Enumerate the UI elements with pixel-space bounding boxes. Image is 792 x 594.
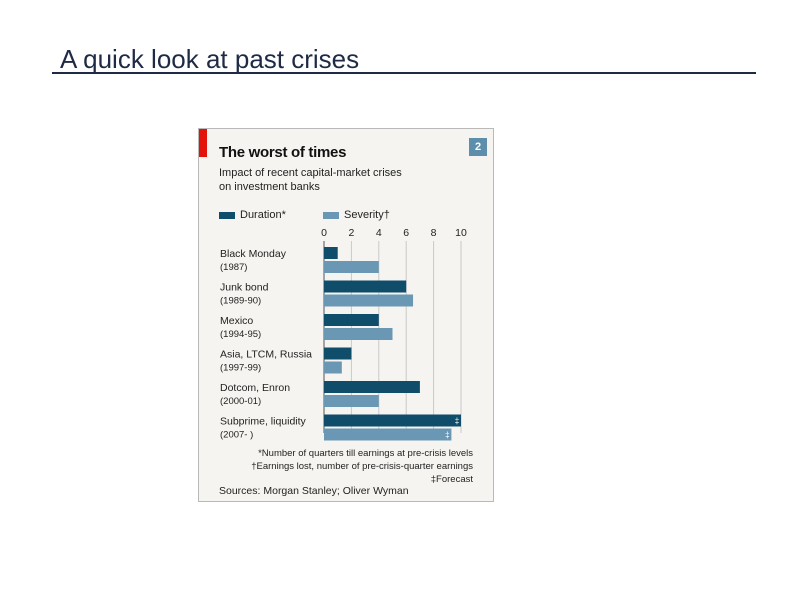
category-period: (2007- ) — [220, 430, 253, 441]
x-tick-label: 8 — [431, 227, 437, 239]
slide-title: A quick look at past crises — [60, 44, 360, 74]
category-label: Dotcom, Enron — [220, 382, 290, 394]
bar-severity — [324, 428, 452, 441]
legend-duration-label: Duration* — [240, 209, 286, 221]
category-label: Subprime, liquidity — [220, 416, 307, 428]
bar-duration — [324, 314, 379, 326]
category-label: Asia, LTCM, Russia — [220, 349, 312, 361]
category-period: (1994-95) — [220, 329, 261, 340]
category-label: Mexico — [220, 315, 253, 327]
chart-number-badge: 2 — [469, 138, 487, 156]
footnote-severity: †Earnings lost, number of pre-crisis-qua… — [251, 461, 473, 472]
brand-tab — [199, 129, 207, 157]
source-note: Sources: Morgan Stanley; Oliver Wyman — [219, 485, 409, 497]
bar-duration — [324, 280, 407, 293]
category-label: Junk bond — [220, 282, 269, 294]
bar-duration — [324, 414, 461, 427]
bar-severity — [324, 328, 393, 340]
chart-subtitle-line-1: Impact of recent capital-market crises — [219, 167, 402, 179]
legend-duration: Duration* — [219, 209, 286, 221]
legend-severity-label: Severity† — [344, 209, 390, 221]
bar-duration — [324, 381, 420, 393]
bar-duration — [324, 347, 352, 360]
x-tick-label: 4 — [376, 227, 382, 239]
bar-severity — [324, 261, 379, 273]
chart-panel: The worst of times Impact of recent capi… — [198, 128, 494, 502]
footnote-duration: *Number of quarters till earnings at pre… — [258, 448, 473, 459]
category-period: (1987) — [220, 262, 247, 273]
legend-severity: Severity† — [323, 209, 390, 221]
forecast-marker: ‡ — [445, 431, 449, 440]
x-tick-label: 6 — [403, 227, 409, 239]
chart-title: The worst of times — [219, 144, 347, 161]
category-label: Black Monday — [220, 248, 287, 260]
bar-severity — [324, 294, 414, 307]
bar-severity — [324, 361, 342, 374]
bar-duration — [324, 247, 338, 259]
chart-subtitle-line-2: on investment banks — [219, 181, 320, 193]
x-tick-label: 2 — [348, 227, 354, 239]
forecast-marker: ‡ — [455, 417, 459, 426]
legend-severity-swatch — [323, 211, 339, 219]
category-period: (1989-90) — [220, 296, 261, 307]
bar-severity — [324, 395, 379, 407]
bar-plot: 0 2 4 6 8 10 Black Monday (1987) Junk bond (1989-… — [220, 227, 467, 441]
footnote-forecast: ‡Forecast — [430, 474, 473, 485]
category-period: (2000-01) — [220, 396, 261, 407]
category-period: (1997-99) — [220, 363, 261, 374]
x-tick-label: 10 — [455, 227, 467, 239]
title-underline — [52, 72, 756, 74]
legend-duration-swatch — [219, 211, 235, 219]
x-tick-label: 0 — [321, 227, 327, 239]
chart-subtitle: Impact of recent capital-market crises o… — [219, 166, 429, 194]
